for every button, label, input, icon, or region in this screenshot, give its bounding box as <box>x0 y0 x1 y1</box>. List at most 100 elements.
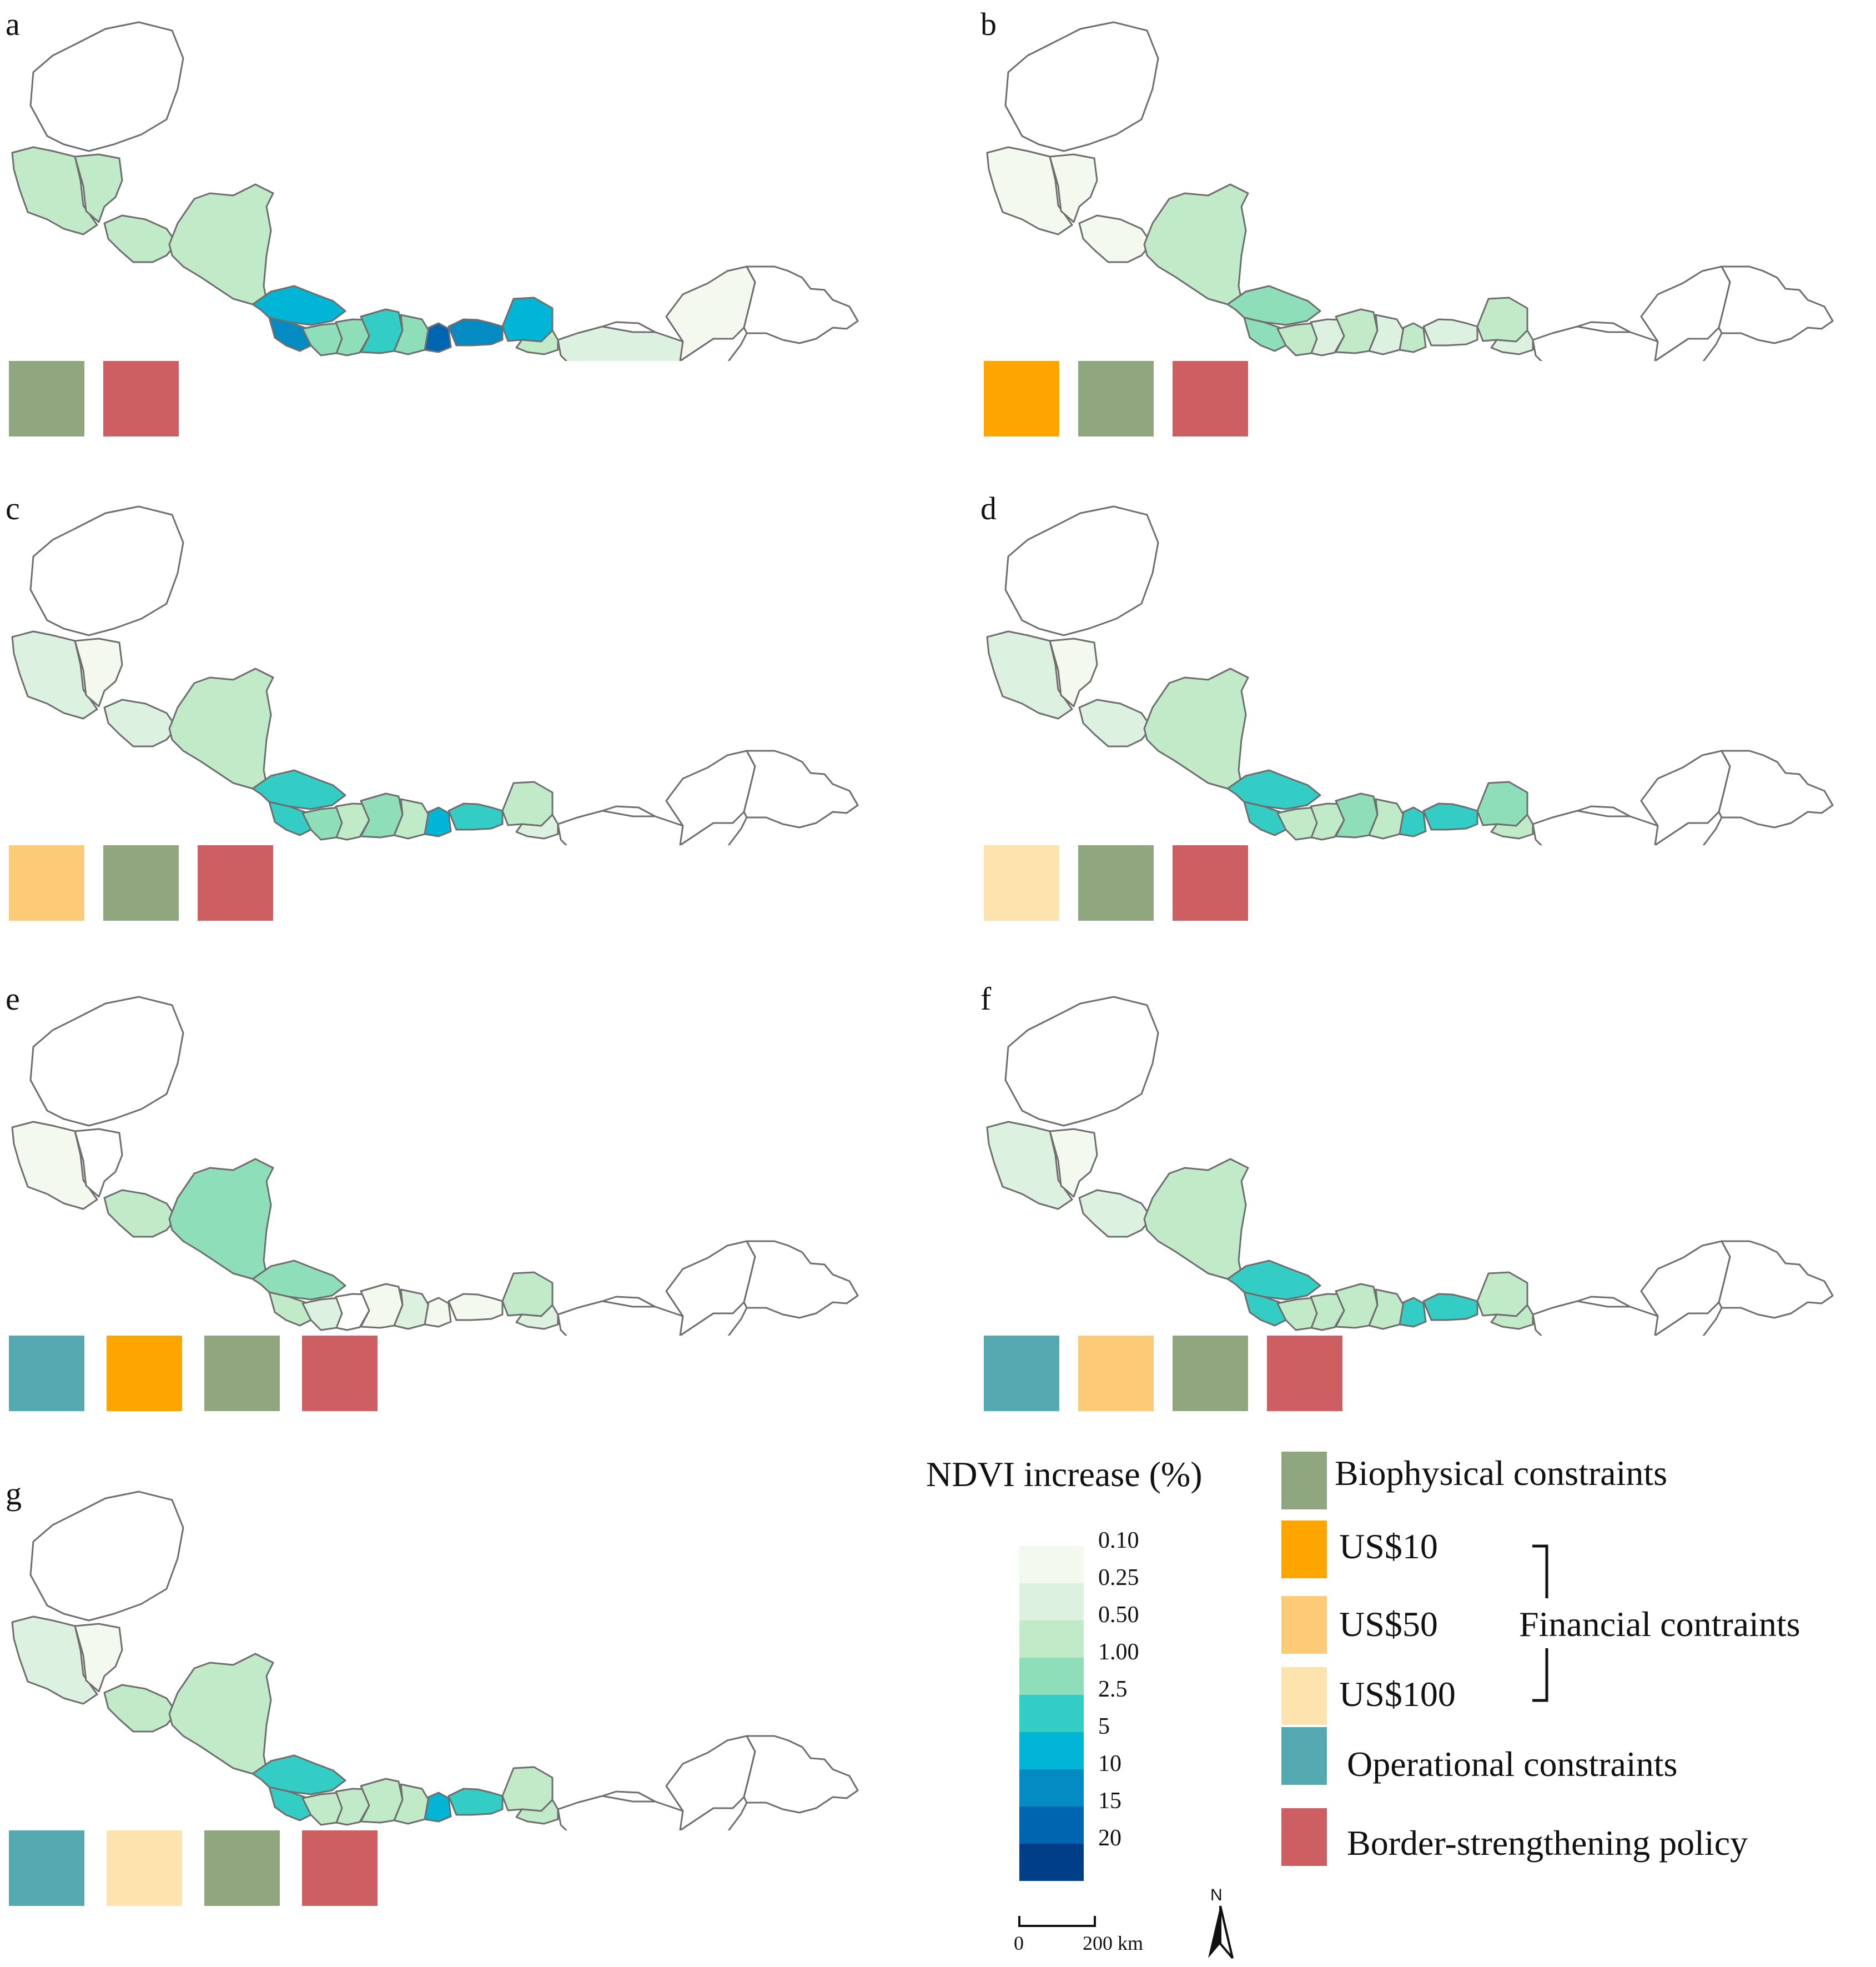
region-1 <box>1004 21 1159 152</box>
region-13 <box>447 802 504 831</box>
ramp-swatch <box>1019 1695 1084 1732</box>
region-5 <box>1143 1158 1249 1280</box>
ramp-label: 1.00 <box>1098 1639 1139 1665</box>
us100-constraint-chip <box>107 1830 182 1906</box>
us50-swatch <box>1281 1596 1327 1654</box>
region-19 <box>679 1301 748 1336</box>
operational-constraint-chip <box>9 1336 84 1411</box>
north-arrow-icon <box>1208 1905 1234 1959</box>
panel-label: d <box>980 490 997 526</box>
region-19 <box>679 1796 748 1830</box>
region-11 <box>1368 798 1405 840</box>
region-14 <box>1476 297 1528 343</box>
region-20 <box>1576 1296 1631 1308</box>
panel-label: e <box>6 981 20 1017</box>
us50-constraint-chip <box>1078 1336 1154 1411</box>
region-2 <box>986 630 1073 720</box>
biophysical-constraint-chip <box>1078 361 1154 436</box>
region-9 <box>1310 318 1345 357</box>
biophysical-constraint-chip <box>1078 845 1154 921</box>
region-18 <box>743 750 859 829</box>
region-18 <box>743 265 859 344</box>
border-constraint-chip <box>198 845 273 921</box>
region-2 <box>11 1121 98 1210</box>
region-6 <box>252 1260 346 1301</box>
panel-b: b <box>975 6 1876 483</box>
region-8 <box>1276 322 1318 357</box>
region-9 <box>335 1293 370 1331</box>
region-4 <box>103 214 178 263</box>
region-1 <box>1004 996 1159 1127</box>
region-3 <box>74 1128 123 1198</box>
biophysical-constraint-chip <box>1173 1336 1248 1411</box>
border-constraint-chip <box>1267 1336 1342 1411</box>
region-5 <box>168 1653 274 1775</box>
region-6 <box>252 769 346 810</box>
region-14 <box>501 1271 554 1317</box>
region-5 <box>1143 668 1249 790</box>
region-19 <box>1654 811 1723 845</box>
biophysical-label: Biophysical constraints <box>1335 1453 1668 1493</box>
ramp-swatch <box>1019 1658 1084 1695</box>
us10-label: US$10 <box>1339 1527 1438 1566</box>
region-3 <box>74 153 123 223</box>
choropleth-map <box>11 1491 859 1830</box>
region-3 <box>74 638 123 707</box>
region-8 <box>301 806 343 841</box>
us100-swatch <box>1281 1667 1327 1725</box>
financial-bracket <box>1532 1544 1548 1702</box>
region-2 <box>11 1615 98 1705</box>
region-19 <box>679 811 748 845</box>
region-19 <box>679 327 748 361</box>
region-8 <box>301 1792 343 1826</box>
panel-label: f <box>980 981 992 1017</box>
region-3 <box>74 1623 123 1693</box>
region-20 <box>601 805 656 817</box>
region-18 <box>1718 1240 1834 1319</box>
border-constraint-chip <box>103 361 179 436</box>
region-12 <box>1399 1297 1427 1328</box>
region-11 <box>1368 314 1405 355</box>
panel-c: c <box>0 490 916 967</box>
region-11 <box>1368 1288 1405 1330</box>
region-6 <box>252 1754 346 1795</box>
region-15 <box>515 1304 559 1330</box>
biophysical-constraint-chip <box>204 1830 280 1906</box>
region-16 <box>557 325 684 361</box>
ndvi-legend-title: NDVI increase (%) <box>926 1454 1203 1494</box>
ramp-swatch <box>1019 1583 1084 1620</box>
region-7 <box>268 1291 312 1327</box>
region-18 <box>743 1735 859 1814</box>
ramp-swatch <box>1019 1546 1084 1583</box>
region-4 <box>103 1189 178 1238</box>
region-16 <box>557 810 684 845</box>
region-5 <box>168 1158 274 1280</box>
us10-constraint-chip <box>984 361 1059 436</box>
us10-swatch <box>1281 1521 1327 1578</box>
choropleth-map <box>11 505 859 845</box>
region-7 <box>268 801 312 836</box>
region-7 <box>268 317 312 352</box>
region-6 <box>1226 285 1321 326</box>
region-6 <box>252 285 346 326</box>
region-8 <box>301 1297 343 1331</box>
us100-label: US$100 <box>1339 1674 1456 1714</box>
region-13 <box>1422 318 1478 347</box>
region-15 <box>515 329 559 355</box>
region-14 <box>501 781 554 827</box>
region-20 <box>1576 805 1631 817</box>
region-7 <box>1243 1291 1287 1327</box>
operational-constraint-chip <box>984 1336 1059 1411</box>
region-14 <box>1476 1271 1528 1317</box>
choropleth-map <box>11 21 859 361</box>
region-18 <box>1718 750 1834 829</box>
region-14 <box>501 297 554 343</box>
panel-f: f <box>975 980 1876 1458</box>
region-19 <box>1654 1301 1723 1336</box>
region-15 <box>1490 814 1534 840</box>
ramp-label: 20 <box>1098 1825 1121 1851</box>
region-20 <box>601 1790 656 1803</box>
region-18 <box>1718 265 1834 344</box>
border-constraint-chip <box>302 1830 378 1906</box>
region-5 <box>168 668 274 790</box>
